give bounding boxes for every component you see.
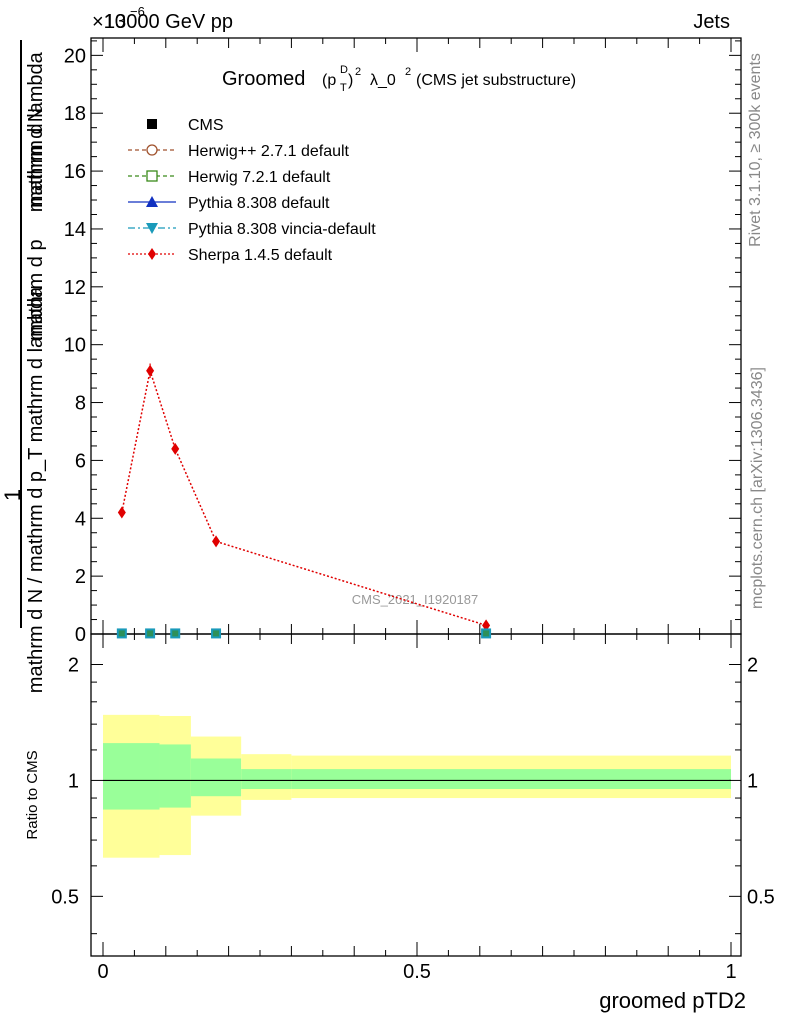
svg-text:(p: (p — [322, 72, 336, 89]
legend-label: Pythia 8.308 vincia-default — [188, 221, 376, 238]
legend-marker-triangle-up — [146, 196, 158, 207]
y-tick-label: 2 — [75, 566, 86, 588]
ratio-y-tick-label-right: 1 — [747, 770, 758, 792]
y-tick-label: 12 — [64, 277, 86, 299]
svg-text:2: 2 — [405, 66, 411, 78]
y-tick-label: 14 — [64, 219, 86, 241]
ylabel-numerator: mathrm d N — [25, 108, 47, 212]
mc-point — [118, 630, 125, 637]
ylabel-one: 1 — [0, 489, 25, 501]
ratio-band-green — [103, 743, 160, 810]
legend-marker-square — [147, 119, 157, 129]
y-tick-label: 8 — [75, 393, 86, 415]
energy-label: 13000 GeV pp — [104, 11, 233, 33]
mc-point — [172, 630, 179, 637]
main-axes: 0 2 4 6 8 10 12 14 16 18 20 — [64, 37, 742, 646]
watermark: CMS_2021_I1920187 — [352, 592, 479, 607]
svg-text:2: 2 — [355, 66, 361, 78]
legend: CMS Herwig++ 2.7.1 default Herwig 7.2.1 de… — [128, 117, 376, 264]
exponent-power: −6 — [130, 4, 145, 19]
sherpa-point — [171, 442, 180, 455]
svg-text:(CMS jet substructure): (CMS jet substructure) — [416, 72, 576, 89]
ylabel-dlambda-part: mathrm d lambda — [25, 51, 47, 207]
mc-point — [483, 630, 490, 637]
rivet-version-label: Rivet 3.1.10, ≥ 300k events — [747, 53, 764, 247]
x-tick-label: 0.5 — [403, 961, 431, 983]
y-tick-label: 6 — [75, 450, 86, 472]
sherpa-point — [146, 364, 155, 377]
ratio-y-tick-label: 0.5 — [51, 886, 79, 908]
y-tick-label: 4 — [75, 508, 86, 530]
legend-label: Pythia 8.308 default — [188, 195, 330, 212]
y-tick-label: 10 — [64, 335, 86, 357]
main-series — [116, 363, 492, 639]
legend-marker-triangle-down — [146, 223, 158, 234]
sherpa-line — [121, 367, 487, 627]
ratio-band-green — [159, 744, 191, 808]
ratio-band-green — [241, 769, 292, 789]
svg-text:): ) — [348, 72, 353, 89]
y-tick-label: 18 — [64, 103, 86, 125]
ratio-y-tick-label-right: 0.5 — [747, 886, 775, 908]
y-tick-label: 16 — [64, 161, 86, 183]
svg-text:T: T — [340, 82, 347, 94]
process-label: Jets — [693, 11, 730, 33]
mcplots-label: mcplots.cern.ch [arXiv:1306.3436] — [749, 367, 766, 609]
svg-text:D: D — [340, 64, 348, 76]
legend-marker-open-square — [146, 170, 158, 182]
sherpa-point — [117, 506, 126, 519]
ratio-axes: 0.5 0.5 1 1 2 2 0 0.5 1 — [51, 633, 775, 983]
legend-marker-diamond — [148, 248, 156, 260]
y-tick-label: 0 — [75, 624, 86, 646]
x-axis-label: groomed pTD2 — [599, 988, 746, 1013]
legend-label: Herwig++ 2.7.1 default — [188, 143, 350, 160]
ratio-band-green — [190, 758, 242, 797]
main-ylabel: 1 mathrm d N mathrm d p mathrm d lambda … — [0, 40, 47, 693]
mc-point — [213, 630, 220, 637]
ratio-band-green — [291, 769, 731, 789]
x-tick-label: 0 — [97, 961, 108, 983]
x-tick-label: 1 — [725, 961, 736, 983]
y-tick-label: 20 — [64, 45, 86, 67]
svg-text:Groomed: Groomed — [222, 68, 305, 90]
mc-point — [147, 630, 154, 637]
legend-label: Herwig 7.2.1 default — [188, 169, 331, 186]
legend-label: Sherpa 1.4.5 default — [188, 247, 333, 264]
ratio-y-tick-label: 1 — [68, 770, 79, 792]
chart-title: Groomed (p D T ) 2 λ_0 2 (CMS jet substr… — [222, 64, 576, 94]
svg-text:λ_0: λ_0 — [370, 72, 396, 89]
legend-marker-circle — [146, 144, 158, 156]
ratio-y-tick-label-right: 2 — [747, 654, 758, 676]
ratio-frame — [90, 633, 742, 957]
ylabel-denominator: mathrm d N / mathrm d p_T mathrm d lambd… — [25, 286, 47, 693]
ratio-bands — [103, 714, 731, 858]
ratio-y-tick-label: 2 — [68, 654, 79, 676]
sherpa-point — [212, 535, 221, 548]
legend-label: CMS — [188, 117, 224, 134]
ylabel-dp-part: mathrm d p — [25, 239, 47, 340]
sherpa-point — [482, 619, 491, 632]
ratio-ylabel: Ratio to CMS — [24, 750, 41, 839]
exponent-label: ×10 — [92, 11, 126, 33]
